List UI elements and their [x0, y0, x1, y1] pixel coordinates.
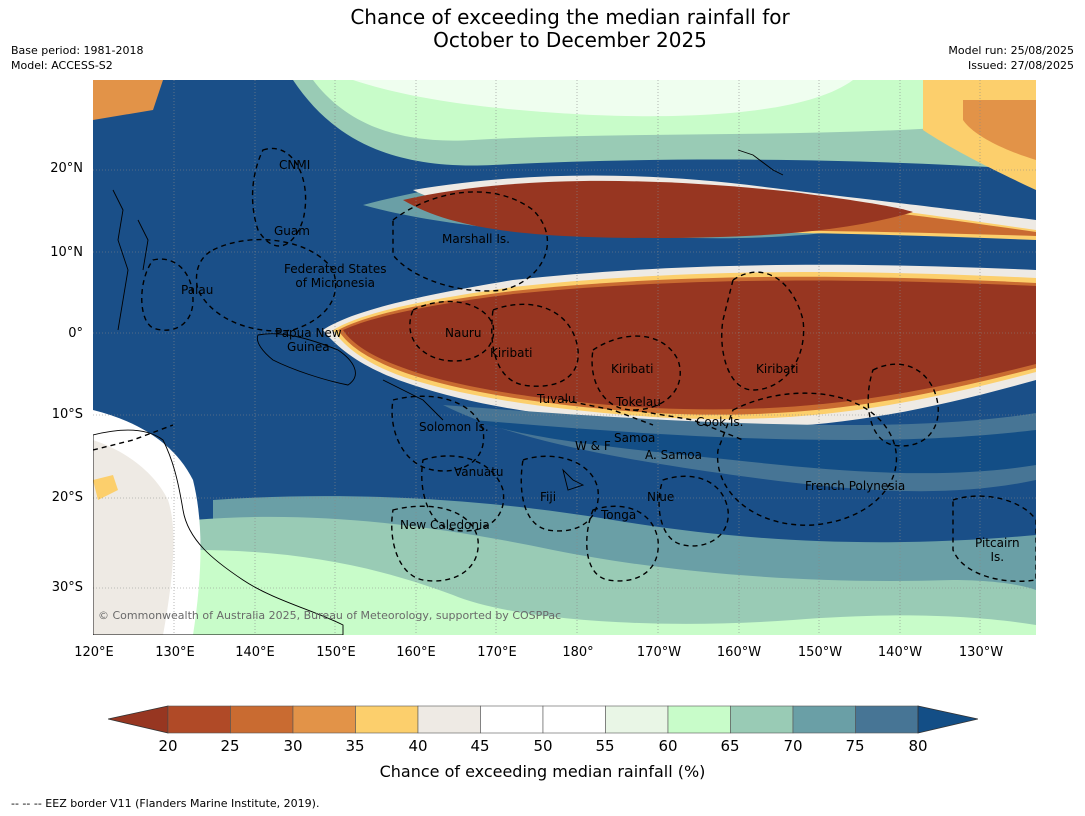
label-kiribati-central: Kiribati [611, 362, 654, 376]
label-cook-islands: Cook Is. [696, 415, 744, 429]
label-papua-new-guinea: Papua New Guinea [275, 326, 342, 354]
lat-tick-20n: 20°N [50, 161, 83, 176]
model-run-date: Model run: 25/08/2025 [948, 44, 1074, 57]
label-vanuatu: Vanuatu [454, 465, 504, 479]
colorbar-tick-30: 30 [283, 737, 303, 755]
label-pitcairn-islands: Pitcairn Is. [975, 536, 1020, 564]
colorbar-segment [292, 705, 356, 734]
metadata-left: Base period: 1981-2018 Model: ACCESS-S2 [11, 43, 143, 73]
label-cnmi: CNMI [279, 158, 311, 172]
aus-dry-dot [93, 475, 118, 500]
northern-white-patch [353, 80, 853, 117]
colorbar-tick-45: 45 [470, 737, 490, 755]
graticule [93, 80, 1036, 635]
colorbar-segment [480, 705, 544, 734]
colorbar-segment [230, 705, 294, 734]
ne-dry-core [963, 100, 1036, 160]
lon-tick-170w: 170°W [636, 645, 682, 660]
label-french-polynesia: French Polynesia [805, 479, 906, 493]
eez-legend-note: -- -- -- EEZ border V11 (Flanders Marine… [11, 797, 320, 810]
label-kiribati-east: Kiribati [756, 362, 799, 376]
issued-date: Issued: 27/08/2025 [967, 59, 1074, 72]
colorbar-tick-25: 25 [220, 737, 240, 755]
coastlines [93, 149, 784, 635]
colorbar-tick-20: 20 [158, 737, 178, 755]
label-american-samoa: A. Samoa [645, 448, 702, 462]
title-line-2: October to December 2025 [433, 28, 707, 52]
colorbar [108, 705, 978, 734]
lon-tick-170e: 170°E [477, 645, 517, 660]
equatorial-dry-tongue [343, 280, 1036, 410]
colorbar-tick-55: 55 [595, 737, 615, 755]
label-marshall-islands: Marshall Is. [442, 232, 510, 246]
lon-tick-160e: 160°E [396, 645, 436, 660]
colorbar-tick-35: 35 [345, 737, 365, 755]
colorbar-tick-80: 80 [908, 737, 928, 755]
southern-light-green [153, 550, 1036, 635]
colorbar-segment [355, 705, 419, 734]
label-tuvalu: Tuvalu [537, 392, 576, 406]
colorbar-label: Chance of exceeding median rainfall (%) [379, 762, 706, 781]
colorbar-segment [792, 705, 856, 734]
title-line-1: Chance of exceeding the median rainfall … [350, 5, 790, 29]
lon-tick-130w: 130°W [958, 645, 1004, 660]
label-nauru: Nauru [445, 326, 482, 340]
label-palau: Palau [181, 283, 214, 297]
eez-borders [93, 147, 1036, 582]
colorbar-segment [167, 705, 231, 734]
label-tonga: Tonga [601, 508, 637, 522]
lon-tick-180: 180° [562, 645, 594, 660]
lat-tick-0: 0° [68, 326, 83, 341]
label-new-caledonia: New Caledonia [400, 518, 490, 532]
colorbar-tick-70: 70 [783, 737, 803, 755]
colorbar-segment [605, 705, 669, 734]
colorbar-tick-65: 65 [720, 737, 740, 755]
label-solomon-islands: Solomon Is. [419, 420, 489, 434]
lon-tick-160w: 160°W [716, 645, 762, 660]
metadata-right: Model run: 25/08/2025 Issued: 27/08/2025 [948, 43, 1074, 73]
colorbar-extension-low [108, 705, 169, 734]
lon-tick-150w: 150°W [797, 645, 843, 660]
lat-tick-20s: 20°S [51, 490, 83, 505]
colorbar-extension-high [917, 705, 978, 734]
nw-dry-patch [93, 80, 163, 120]
lon-tick-120e: 120°E [74, 645, 114, 660]
lon-tick-140e: 140°E [235, 645, 275, 660]
lon-tick-150e: 150°E [316, 645, 356, 660]
lat-tick-10n: 10°N [50, 245, 83, 260]
rainfall-outlook-map[interactable] [93, 80, 1036, 635]
colorbar-segment [667, 705, 731, 734]
colorbar-segment [417, 705, 481, 734]
label-samoa: Samoa [614, 431, 656, 445]
lat-tick-30s: 30°S [51, 580, 83, 595]
colorbar-segment [855, 705, 919, 734]
label-fiji: Fiji [540, 490, 557, 504]
model-name: Model: ACCESS-S2 [11, 59, 113, 72]
colorbar-tick-50: 50 [533, 737, 553, 755]
chart-title: Chance of exceeding the median rainfall … [0, 6, 1085, 52]
label-niue: Niue [647, 490, 675, 504]
colorbar-segment [542, 705, 606, 734]
lon-tick-130e: 130°E [155, 645, 195, 660]
label-wallis-futuna: W & F [575, 439, 611, 453]
label-tokelau: Tokelau [616, 395, 661, 409]
lat-tick-10s: 10°S [51, 407, 83, 422]
lon-tick-140w: 140°W [877, 645, 923, 660]
colorbar-tick-40: 40 [408, 737, 428, 755]
map-copyright: © Commonwealth of Australia 2025, Bureau… [98, 609, 562, 622]
colorbar-tick-75: 75 [845, 737, 865, 755]
base-period: Base period: 1981-2018 [11, 44, 144, 57]
label-guam: Guam [274, 224, 310, 238]
spcz-wet-core [473, 420, 1036, 474]
label-kiribati-west: Kiribati [490, 346, 533, 360]
map-canvas [93, 80, 1036, 635]
label-micronesia: Federated States of Micronesia [284, 262, 387, 290]
colorbar-segment [730, 705, 794, 734]
colorbar-tick-60: 60 [658, 737, 678, 755]
